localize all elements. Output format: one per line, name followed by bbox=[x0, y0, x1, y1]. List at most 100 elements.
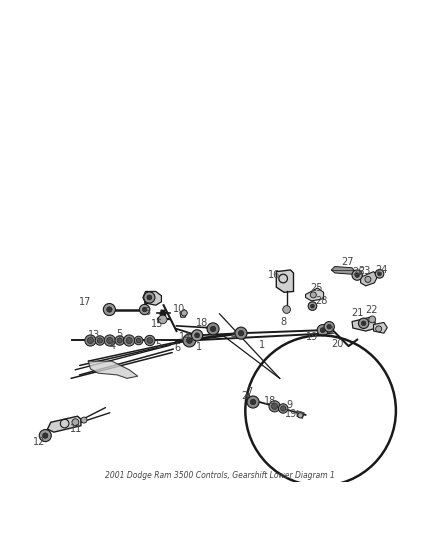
Polygon shape bbox=[305, 288, 323, 301]
Circle shape bbox=[117, 338, 122, 343]
Circle shape bbox=[323, 321, 334, 332]
Polygon shape bbox=[373, 322, 386, 333]
Text: 3: 3 bbox=[144, 307, 150, 317]
Circle shape bbox=[360, 321, 365, 326]
Text: 7: 7 bbox=[246, 387, 252, 397]
Circle shape bbox=[280, 406, 285, 411]
Polygon shape bbox=[180, 310, 187, 317]
Circle shape bbox=[158, 315, 166, 324]
Circle shape bbox=[123, 335, 134, 346]
Text: 1: 1 bbox=[195, 342, 201, 352]
Text: 19: 19 bbox=[284, 409, 297, 418]
Polygon shape bbox=[351, 317, 374, 331]
Text: 4: 4 bbox=[230, 331, 236, 341]
Text: 18: 18 bbox=[264, 395, 276, 406]
Circle shape bbox=[326, 325, 331, 329]
Circle shape bbox=[364, 277, 370, 282]
Text: 22: 22 bbox=[364, 305, 377, 316]
Text: 17: 17 bbox=[79, 297, 91, 307]
Circle shape bbox=[147, 295, 152, 300]
Circle shape bbox=[278, 403, 287, 413]
Text: 21: 21 bbox=[350, 308, 363, 318]
Circle shape bbox=[81, 417, 87, 423]
Circle shape bbox=[136, 338, 141, 343]
Circle shape bbox=[374, 270, 383, 278]
Text: 25: 25 bbox=[310, 283, 322, 293]
Circle shape bbox=[358, 318, 368, 328]
Text: 9: 9 bbox=[286, 400, 292, 410]
Text: 28: 28 bbox=[314, 296, 326, 306]
Circle shape bbox=[310, 292, 315, 298]
Polygon shape bbox=[47, 416, 81, 432]
Text: 20: 20 bbox=[331, 339, 343, 349]
Text: 2: 2 bbox=[240, 391, 247, 401]
Circle shape bbox=[186, 337, 192, 343]
Circle shape bbox=[144, 335, 155, 346]
Text: 1: 1 bbox=[328, 326, 335, 336]
Circle shape bbox=[234, 327, 247, 339]
Circle shape bbox=[142, 307, 147, 312]
Circle shape bbox=[147, 338, 152, 343]
Circle shape bbox=[271, 403, 277, 409]
Circle shape bbox=[139, 304, 149, 314]
Text: 4: 4 bbox=[110, 341, 116, 351]
Polygon shape bbox=[276, 270, 293, 292]
Circle shape bbox=[316, 325, 328, 336]
Circle shape bbox=[106, 307, 112, 312]
Circle shape bbox=[144, 292, 155, 303]
Polygon shape bbox=[88, 361, 138, 378]
Circle shape bbox=[368, 316, 375, 323]
Circle shape bbox=[103, 303, 115, 316]
Text: 16: 16 bbox=[267, 270, 279, 280]
Text: 19: 19 bbox=[305, 333, 318, 343]
Circle shape bbox=[351, 270, 361, 280]
Circle shape bbox=[319, 328, 325, 333]
Text: 27: 27 bbox=[341, 257, 353, 267]
Polygon shape bbox=[245, 393, 252, 404]
Text: 6: 6 bbox=[174, 343, 180, 353]
Text: 5: 5 bbox=[155, 340, 161, 350]
Circle shape bbox=[194, 333, 199, 338]
Circle shape bbox=[207, 323, 219, 335]
Text: 11: 11 bbox=[70, 424, 82, 434]
Circle shape bbox=[354, 273, 359, 278]
Circle shape bbox=[183, 334, 195, 347]
Text: 12: 12 bbox=[32, 437, 45, 447]
Polygon shape bbox=[360, 272, 377, 286]
Circle shape bbox=[268, 401, 279, 412]
Circle shape bbox=[39, 430, 51, 442]
Circle shape bbox=[210, 326, 215, 332]
Circle shape bbox=[134, 336, 143, 345]
Circle shape bbox=[104, 335, 115, 346]
Circle shape bbox=[307, 302, 316, 310]
Polygon shape bbox=[331, 266, 355, 274]
Text: 2001 Dodge Ram 3500 Controls, Gearshift Lower Diagram 1: 2001 Dodge Ram 3500 Controls, Gearshift … bbox=[104, 471, 334, 480]
Circle shape bbox=[85, 335, 96, 346]
Text: 14: 14 bbox=[179, 333, 191, 343]
Circle shape bbox=[247, 396, 258, 408]
Text: 15: 15 bbox=[151, 319, 163, 329]
Circle shape bbox=[95, 336, 104, 345]
Text: 24: 24 bbox=[374, 265, 387, 275]
Text: 26: 26 bbox=[351, 266, 364, 277]
Circle shape bbox=[250, 399, 255, 405]
Text: 13: 13 bbox=[88, 330, 100, 341]
Circle shape bbox=[126, 337, 132, 344]
Circle shape bbox=[97, 338, 102, 343]
Circle shape bbox=[191, 330, 202, 341]
Polygon shape bbox=[296, 410, 304, 418]
Circle shape bbox=[181, 310, 187, 316]
Circle shape bbox=[310, 304, 314, 308]
Text: 10: 10 bbox=[173, 304, 185, 313]
Circle shape bbox=[87, 337, 93, 344]
Text: 8: 8 bbox=[279, 318, 286, 327]
Circle shape bbox=[375, 326, 381, 332]
Text: 18: 18 bbox=[196, 318, 208, 328]
Circle shape bbox=[72, 419, 79, 426]
Circle shape bbox=[282, 305, 290, 313]
Circle shape bbox=[377, 272, 381, 276]
Text: 23: 23 bbox=[358, 266, 370, 276]
Text: 1: 1 bbox=[258, 340, 264, 350]
Circle shape bbox=[42, 433, 48, 438]
Circle shape bbox=[238, 330, 243, 336]
